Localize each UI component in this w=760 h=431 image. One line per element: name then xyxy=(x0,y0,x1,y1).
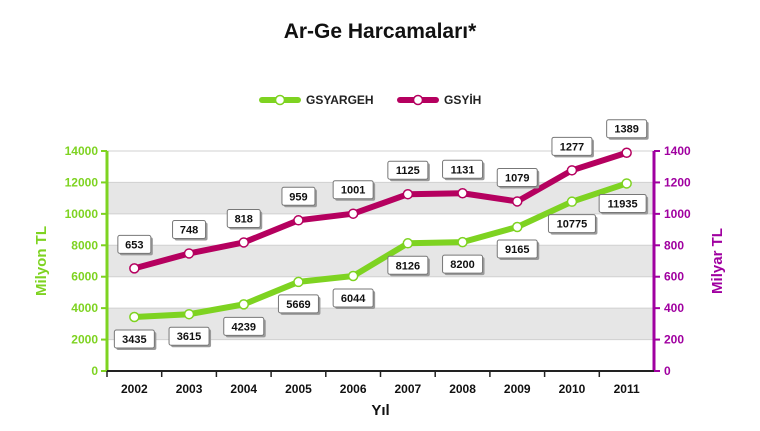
gsyargeh-data-label: 8126 xyxy=(396,260,420,272)
gsyih-point xyxy=(512,196,523,207)
gsyargeh-label-box xyxy=(387,255,429,275)
gsyargeh-data-label: 11935 xyxy=(608,198,638,210)
gsyargeh-series-line xyxy=(131,180,630,321)
gsyih-point xyxy=(183,248,195,259)
right-tick-label: 400 xyxy=(664,301,684,315)
gsyih-label-box xyxy=(551,136,593,156)
left-tick-label: 8000 xyxy=(71,238,98,252)
gsyargeh-data-label: 5669 xyxy=(286,299,310,311)
gsyargeh-point xyxy=(183,308,195,320)
gsyih-data-label: 1125 xyxy=(396,165,420,177)
gsyih-data-label: 1277 xyxy=(560,141,584,153)
left-tick-label: 6000 xyxy=(71,270,98,284)
gsyargeh-label-box xyxy=(113,329,155,349)
x-tick-label: 2003 xyxy=(176,382,203,396)
gsyargeh-point xyxy=(238,299,249,310)
gsyargeh-point xyxy=(129,311,140,323)
gsyih-label-box xyxy=(117,234,152,254)
gsyih-label-box xyxy=(387,160,429,180)
gsyih-label-box xyxy=(172,219,207,239)
gsyargeh-data-label: 3615 xyxy=(177,331,201,343)
legend-gsyargeh-marker xyxy=(274,94,286,106)
gsyargeh-label-box xyxy=(168,326,210,346)
left-tick-label: 10000 xyxy=(65,207,99,221)
left-tick-label: 0 xyxy=(91,364,98,378)
gsyargeh-data-label: 8200 xyxy=(450,259,474,271)
x-tick-label: 2002 xyxy=(121,382,148,396)
gsyih-label-box xyxy=(442,159,484,179)
gsyih-point xyxy=(457,188,468,199)
gsyih-point xyxy=(293,215,304,226)
left-tick-label: 2000 xyxy=(71,333,98,347)
gsyargeh-label-box xyxy=(223,316,265,336)
gsyih-point xyxy=(347,208,359,219)
gsyargeh-data-label: 3435 xyxy=(122,334,146,346)
chart-title: Ar-Ge Harcamaları* xyxy=(283,20,477,43)
legend-gsyargeh-label: GSYARGEH xyxy=(306,93,374,107)
gsyargeh-point xyxy=(512,221,523,233)
gsyih-label-box xyxy=(226,208,261,228)
gsyih-data-label: 653 xyxy=(125,239,143,251)
gsyih-data-label: 1131 xyxy=(451,164,475,176)
gsyargeh-point xyxy=(347,270,359,282)
legend-gsyih-label: GSYİH xyxy=(444,92,481,107)
x-tick-label: 2004 xyxy=(230,382,257,396)
gsyih-point xyxy=(402,188,414,200)
gsyih-data-label: 818 xyxy=(235,213,253,225)
gsyargeh-label-box xyxy=(277,294,319,314)
gsyargeh-point xyxy=(293,276,304,288)
left-tick-label: 4000 xyxy=(71,301,98,315)
right-tick-label: 600 xyxy=(664,270,684,284)
x-tick-label: 2009 xyxy=(504,382,531,396)
gsyargeh-data-label: 4239 xyxy=(232,321,256,333)
gsyih-data-label: 1389 xyxy=(614,124,638,136)
x-tick-label: 2007 xyxy=(394,382,421,396)
right-tick-label: 0 xyxy=(664,364,671,378)
gsyargeh-label-box xyxy=(547,214,596,234)
x-axis-title: Yıl xyxy=(371,402,389,419)
gsyargeh-label-box xyxy=(496,239,538,259)
right-tick-label: 1200 xyxy=(664,175,691,189)
gsyih-label-box xyxy=(606,119,648,139)
gsyargeh-data-label: 6044 xyxy=(341,293,366,305)
left-axis-title: Milyon TL xyxy=(33,226,50,296)
gsyih-label-box xyxy=(332,180,374,200)
gsyargeh-data-label: 10775 xyxy=(557,219,588,231)
gsyih-data-label: 1001 xyxy=(341,185,365,197)
gsyargeh-point xyxy=(457,236,468,248)
right-tick-label: 800 xyxy=(664,238,684,252)
gsyargeh-label-box xyxy=(442,254,484,274)
x-tick-label: 2008 xyxy=(449,382,476,396)
gsyih-point xyxy=(129,263,140,274)
gsyih-data-label: 959 xyxy=(289,191,307,203)
right-tick-label: 1400 xyxy=(664,144,691,158)
x-tick-label: 2005 xyxy=(285,382,312,396)
gsyih-point xyxy=(621,147,632,158)
right-tick-label: 1000 xyxy=(664,207,691,221)
gsyih-point xyxy=(566,165,578,176)
gsyargeh-label-box xyxy=(332,288,374,308)
gsyargeh-point xyxy=(621,178,632,189)
legend-gsyih-marker xyxy=(412,94,424,106)
gsyargeh-label-box xyxy=(598,193,647,213)
gsyih-data-label: 748 xyxy=(180,224,198,236)
left-tick-label: 12000 xyxy=(65,175,99,189)
x-tick-label: 2010 xyxy=(559,382,586,396)
gsyih-series-line xyxy=(131,149,630,272)
left-tick-label: 14000 xyxy=(65,144,99,158)
right-axis-title: Milyar TL xyxy=(709,228,726,294)
gsyih-point xyxy=(238,237,249,248)
gsyih-label-box xyxy=(496,167,538,187)
right-tick-label: 200 xyxy=(664,333,684,347)
gsyih-data-label: 1079 xyxy=(505,172,529,184)
gsyargeh-data-label: 9165 xyxy=(505,244,529,256)
x-tick-label: 2006 xyxy=(340,382,367,396)
gsyih-label-box xyxy=(281,186,316,206)
gsyargeh-point xyxy=(402,238,414,249)
x-tick-label: 2011 xyxy=(614,382,640,396)
gsyargeh-point xyxy=(566,196,578,207)
